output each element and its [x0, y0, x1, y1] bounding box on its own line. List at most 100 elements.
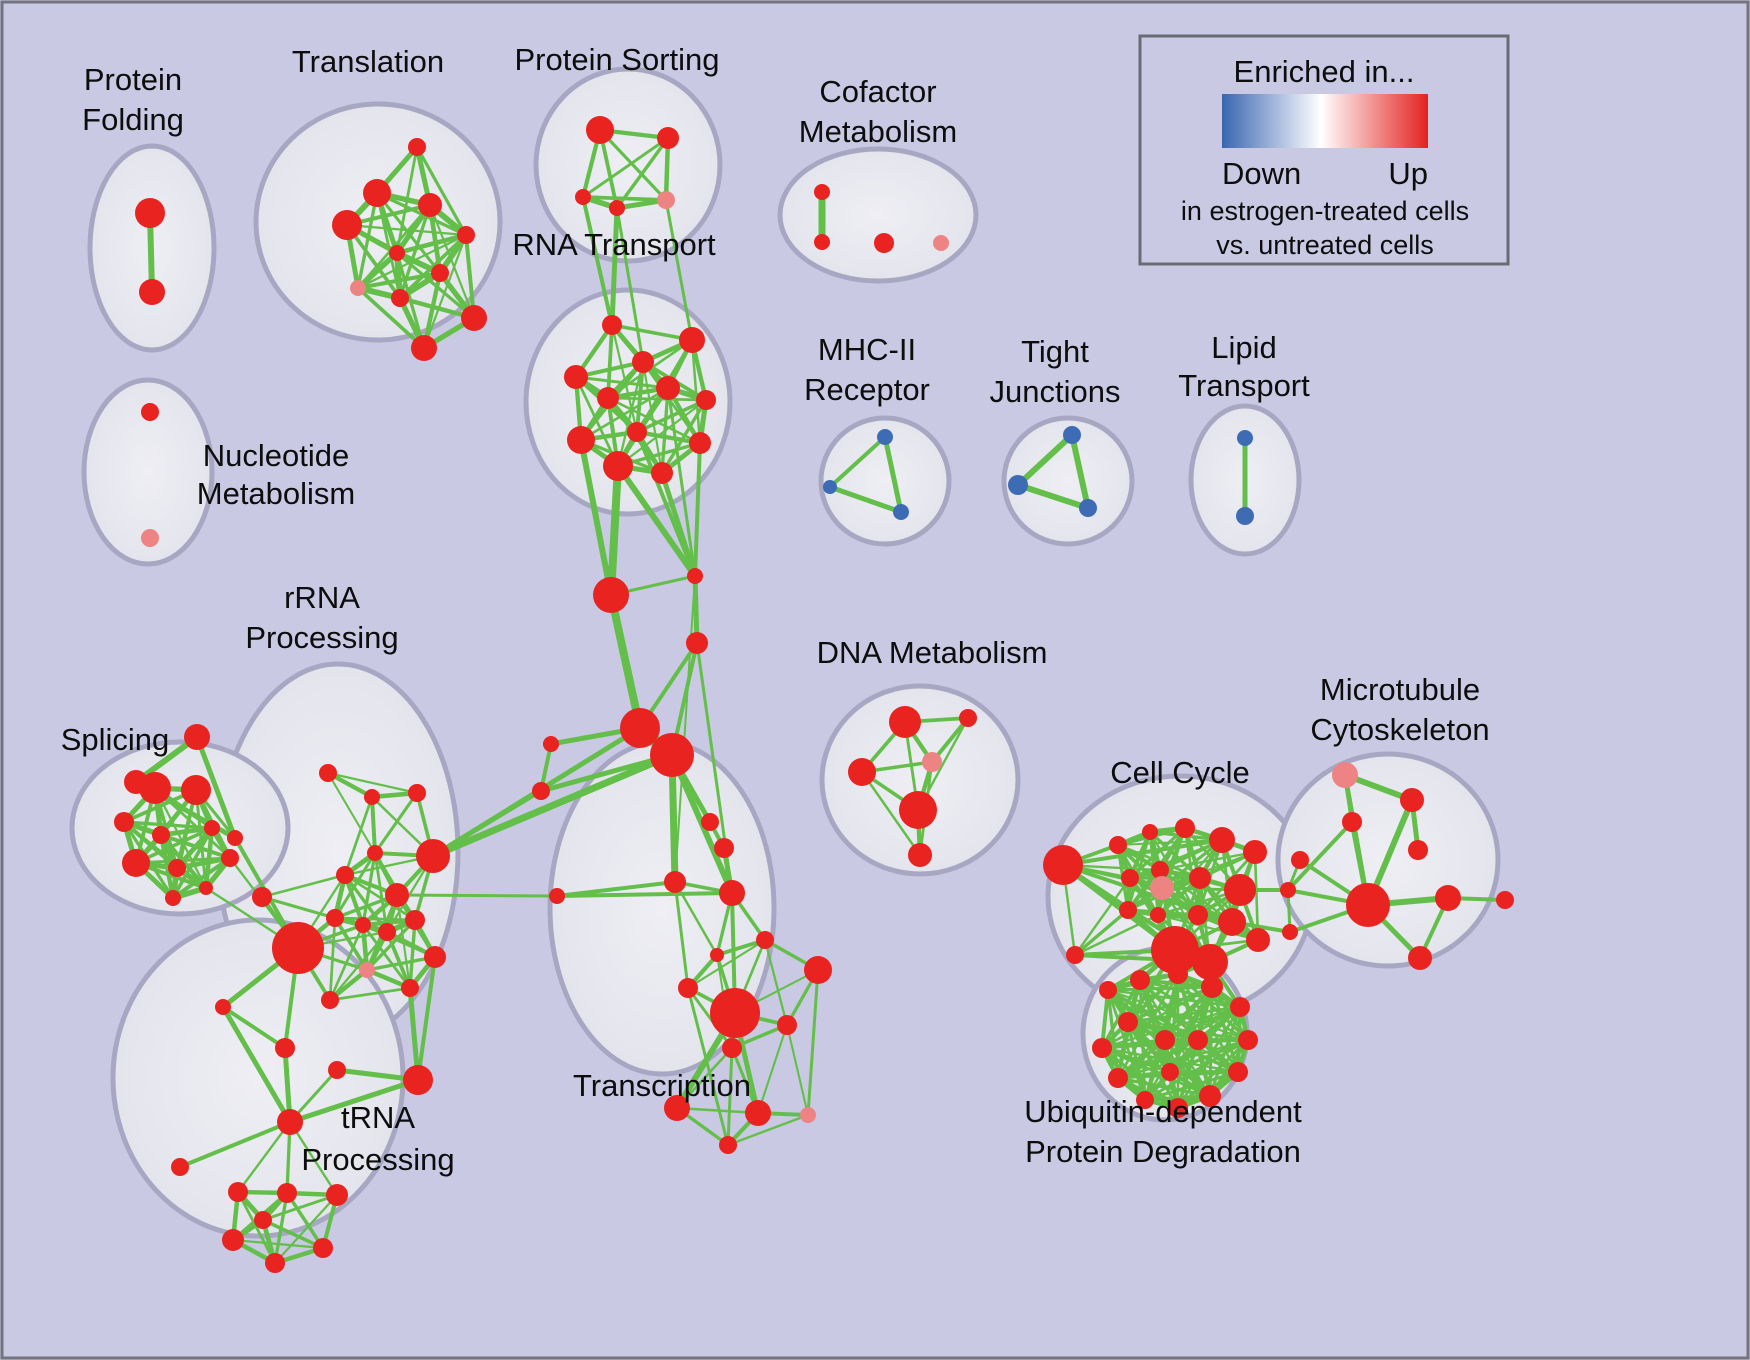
network-node	[656, 376, 680, 400]
network-node	[277, 1109, 303, 1135]
network-edge	[1069, 432, 1091, 511]
network-node	[221, 849, 239, 867]
network-node	[364, 789, 380, 805]
network-edge	[407, 985, 421, 1083]
network-edge	[692, 573, 700, 646]
network-edge	[1143, 1038, 1250, 1102]
cluster-label-transcription: Transcription	[573, 1068, 751, 1103]
network-node	[1243, 840, 1267, 864]
network-edge	[365, 955, 437, 972]
network-node	[227, 830, 243, 846]
network-edge	[1176, 972, 1240, 1074]
network-edge	[1015, 432, 1075, 488]
network-edge	[1208, 1005, 1242, 1098]
network-edge	[675, 1106, 760, 1115]
network-edge	[756, 1023, 789, 1115]
network-node	[1043, 845, 1083, 885]
network-edge	[273, 1193, 339, 1265]
cluster-ellipse-tight-junctions	[1001, 415, 1135, 547]
network-edge	[785, 1023, 810, 1117]
network-edge	[429, 751, 676, 860]
network-node	[1109, 836, 1127, 854]
network-node	[678, 978, 698, 998]
network-node	[1121, 869, 1139, 887]
network-node	[1063, 426, 1081, 444]
network-node	[657, 127, 679, 149]
network-edge	[828, 435, 887, 489]
network-node	[1238, 1030, 1258, 1050]
network-node	[696, 390, 716, 410]
network-edge	[328, 986, 412, 1002]
network-node	[405, 910, 425, 930]
network-edge	[1163, 1038, 1212, 1098]
network-edge	[170, 855, 233, 901]
network-node	[823, 480, 837, 494]
cluster-label-ubiquitin-degradation: Protein Degradation	[1025, 1134, 1301, 1169]
network-node	[1175, 818, 1195, 838]
legend-subtitle-line2: vs. untreated cells	[1216, 230, 1434, 260]
cluster-label-tight-junctions: Tight	[1021, 334, 1089, 369]
legend: Enriched in... Down Up in estrogen-treat…	[1138, 34, 1510, 266]
cluster-label-microtubule-cytoskeleton: Microtubule	[1320, 672, 1480, 707]
network-edge	[355, 250, 400, 291]
network-edge	[261, 1193, 339, 1222]
network-node	[564, 365, 588, 389]
network-edge	[616, 398, 708, 468]
cluster-label-cofactor-metabolism: Metabolism	[799, 114, 958, 149]
network-node	[814, 234, 830, 250]
network-node	[1161, 1063, 1179, 1081]
network-edge	[328, 923, 365, 1002]
network-node	[620, 708, 660, 748]
network-node	[701, 813, 719, 831]
network-edge	[1015, 482, 1091, 511]
network-node	[363, 179, 391, 207]
network-edge	[686, 938, 767, 990]
cluster-label-trna-processing: Processing	[301, 1142, 454, 1177]
network-node	[532, 782, 550, 800]
network-edge	[609, 205, 620, 328]
network-edge	[666, 386, 697, 578]
network-edge	[178, 1120, 292, 1169]
legend-title: Enriched in...	[1234, 54, 1415, 89]
network-edge	[581, 195, 614, 327]
network-node	[313, 1238, 333, 1258]
network-node	[122, 849, 150, 877]
network-node	[593, 577, 629, 613]
cluster-label-mhc-ii-receptor: Receptor	[804, 372, 930, 407]
network-edge	[398, 233, 468, 300]
network-edge	[610, 323, 694, 342]
network-edge	[416, 955, 437, 1082]
network-node	[689, 432, 711, 454]
network-node	[1155, 1030, 1175, 1050]
network-node	[804, 956, 832, 984]
network-edge	[287, 1077, 421, 1125]
network-node	[403, 1065, 433, 1095]
network-edge	[285, 1191, 325, 1250]
network-node	[1189, 867, 1211, 889]
network-edge	[345, 223, 402, 300]
network-edge	[356, 286, 426, 350]
cluster-label-splicing: Splicing	[61, 722, 170, 757]
network-node	[1346, 883, 1390, 927]
cluster-label-trna-processing: tRNA	[341, 1100, 415, 1135]
network-node	[719, 880, 745, 906]
network-node	[1130, 970, 1150, 990]
network-node	[1188, 905, 1208, 925]
network-edge	[555, 891, 734, 898]
network-node	[321, 991, 339, 1009]
cluster-label-cofactor-metabolism: Cofactor	[819, 74, 936, 109]
network-edge	[578, 437, 614, 598]
network-node	[1119, 901, 1137, 919]
network-node	[745, 1100, 771, 1126]
network-node	[1230, 997, 1250, 1017]
cluster-label-lipid-transport: Lipid	[1211, 330, 1277, 365]
network-node	[893, 504, 909, 520]
network-node	[877, 429, 893, 445]
network-node	[359, 962, 375, 978]
network-edge	[122, 820, 214, 830]
network-node	[326, 909, 344, 927]
network-edge	[606, 396, 702, 445]
network-edge	[415, 145, 468, 237]
network-edge	[690, 338, 702, 445]
